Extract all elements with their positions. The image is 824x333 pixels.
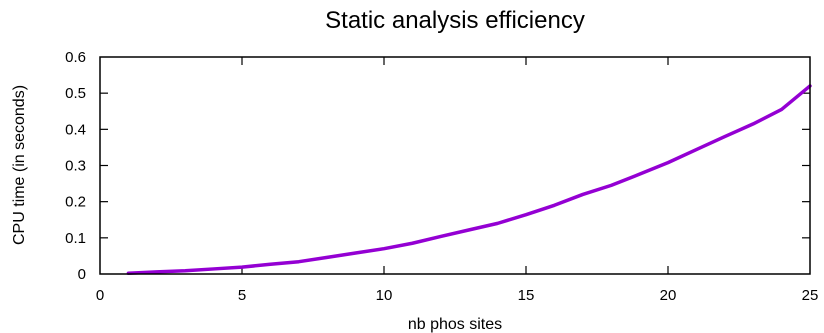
plot-frame (99, 56, 811, 275)
y-tick-label: 0.2 (65, 194, 86, 211)
x-axis-label: nb phos sites (408, 316, 502, 333)
axis-ticks: 0 5 10 15 20 25 0 0.1 0.2 0.3 0.4 0.5 0.6 (65, 49, 818, 304)
y-tick-label: 0.3 (65, 158, 86, 175)
y-tick-label: 0.1 (65, 230, 86, 247)
series-line (126, 84, 812, 276)
y-tick-label: 0.5 (65, 85, 86, 102)
x-tick-label: 25 (802, 287, 819, 304)
y-axis-label: CPU time (in seconds) (11, 85, 28, 245)
chart-title: Static analysis efficiency (325, 7, 585, 34)
y-tick-label: 0 (78, 266, 86, 283)
x-tick-label: 5 (238, 287, 246, 304)
x-tick-label: 10 (376, 287, 393, 304)
y-tick-label: 0.4 (65, 121, 86, 138)
x-tick-label: 15 (518, 287, 535, 304)
x-tick-label: 0 (96, 287, 104, 304)
x-tick-label: 20 (660, 287, 677, 304)
y-tick-label: 0.6 (65, 49, 86, 66)
series-layer (126, 84, 812, 276)
